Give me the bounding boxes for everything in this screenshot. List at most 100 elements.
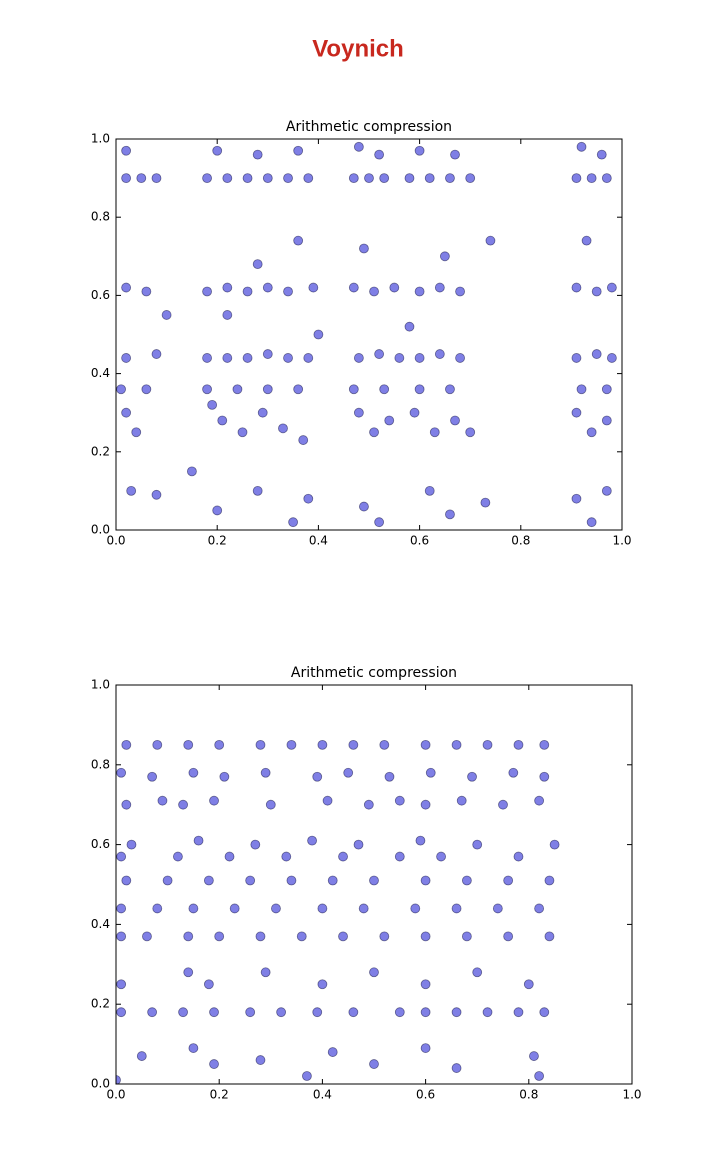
scatter-point	[293, 145, 304, 156]
scatter-point	[237, 427, 248, 438]
scatter-point	[327, 1047, 338, 1057]
scatter-point	[467, 771, 477, 782]
scatter-point	[363, 799, 374, 810]
scatter-point	[601, 415, 612, 426]
scatter-point	[472, 967, 483, 978]
scatter-point	[503, 931, 514, 942]
scatter-point	[534, 903, 545, 914]
scatter-point	[445, 509, 455, 520]
scatter-point	[202, 286, 212, 297]
scatter-point	[121, 173, 132, 184]
scatter-point	[202, 384, 212, 395]
scatter-point	[265, 799, 276, 810]
scatter-point	[544, 931, 555, 942]
scatter-point	[601, 485, 612, 496]
x-tick-label: 0.0	[106, 534, 125, 548]
scatter-point	[262, 349, 273, 359]
scatter-point	[178, 799, 188, 810]
scatter-point	[384, 771, 395, 782]
scatter-point	[503, 875, 514, 886]
scatter-point	[131, 427, 142, 438]
scatter-point	[420, 739, 431, 750]
scatter-point	[242, 173, 253, 184]
scatter-point	[338, 931, 348, 942]
scatter-point	[260, 767, 271, 778]
scatter-point	[539, 1007, 550, 1018]
x-tick-label: 1.0	[622, 1088, 641, 1102]
scatter-point	[523, 979, 534, 990]
scatter-point	[152, 903, 163, 914]
scatter-point	[121, 875, 132, 886]
scatter-point	[203, 979, 214, 990]
scatter-point	[214, 739, 225, 750]
scatter-point	[586, 173, 597, 184]
scatter-point	[286, 875, 297, 886]
y-tick-label: 0.6	[91, 837, 110, 851]
scatter-point	[151, 349, 162, 359]
scatter-point	[492, 903, 503, 914]
scatter-point	[591, 286, 602, 297]
scatter-point	[283, 286, 293, 297]
scatter-point	[212, 505, 223, 516]
scatter-point	[126, 485, 137, 496]
scatter-point	[312, 1007, 323, 1018]
scatter-point	[188, 1043, 199, 1053]
scatter-point	[436, 851, 446, 862]
scatter-point	[121, 799, 132, 810]
scatter-point	[581, 235, 592, 246]
scatter-point	[451, 1007, 462, 1018]
scatter-point	[121, 739, 132, 750]
scatter-point	[151, 489, 162, 500]
scatter-point	[255, 931, 266, 942]
scatter-point	[207, 399, 218, 410]
scatter-point	[209, 1007, 219, 1018]
scatter-point	[217, 415, 228, 426]
x-tick-label: 0.2	[210, 1088, 229, 1102]
scatter-point	[161, 310, 172, 320]
scatter-point	[394, 353, 405, 363]
scatter-point	[534, 1071, 545, 1081]
scatter-point	[461, 875, 472, 886]
scatter-point	[252, 485, 263, 496]
scatter-point	[260, 967, 271, 978]
scatter-point	[404, 321, 415, 332]
scatter-point	[116, 384, 126, 395]
y-tick-label: 0.0	[91, 1077, 110, 1091]
scatter-point	[434, 282, 445, 293]
scatter-point	[193, 835, 204, 846]
x-tick-label: 0.8	[511, 534, 530, 548]
scatter-point	[348, 739, 359, 750]
scatter-point	[472, 839, 483, 850]
scatter-point	[415, 835, 426, 846]
scatter-point	[232, 384, 243, 395]
x-tick-label: 0.4	[313, 1088, 332, 1102]
x-tick-label: 0.2	[208, 534, 227, 548]
scatter-point	[596, 149, 607, 160]
scatter-point	[513, 1007, 524, 1018]
scatter-point	[539, 739, 550, 750]
scatter-point	[296, 931, 307, 942]
scatter-point	[369, 875, 379, 886]
scatter-point	[219, 771, 230, 782]
y-tick-label: 0.2	[91, 444, 110, 458]
chart-title: Arithmetic compression	[286, 119, 452, 135]
scatter-point	[327, 875, 338, 886]
scatter-point	[404, 173, 415, 184]
scatter-point	[255, 1055, 266, 1065]
scatter-point	[424, 173, 435, 184]
scatter-point	[420, 1043, 431, 1053]
scatter-point	[121, 407, 132, 418]
scatter-point	[116, 1075, 121, 1084]
scatter-point	[353, 141, 364, 152]
scatter-point	[379, 173, 390, 184]
scatter-point	[414, 145, 425, 156]
plot-area	[116, 141, 617, 528]
scatter-point	[183, 967, 194, 978]
scatter-point	[420, 979, 431, 990]
scatter-point	[420, 799, 431, 810]
scatter-point	[369, 286, 379, 297]
scatter-point	[348, 384, 359, 395]
scatter-point	[157, 795, 168, 806]
scatter-point	[451, 903, 462, 914]
scatter-point	[409, 407, 420, 418]
